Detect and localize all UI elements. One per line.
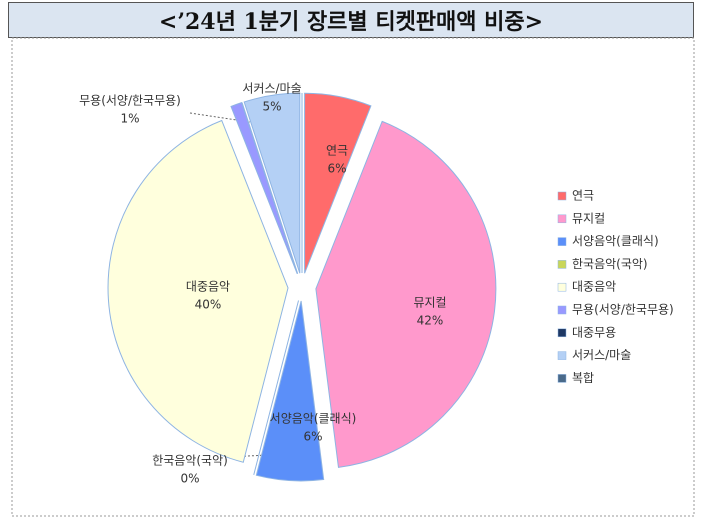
data-label: 1% — [120, 112, 139, 126]
legend-swatch — [557, 282, 567, 292]
legend-swatch — [557, 191, 567, 201]
data-label: 40% — [195, 298, 222, 312]
legend-swatch — [557, 374, 567, 383]
legend-swatch — [557, 260, 567, 269]
legend-swatch — [557, 328, 567, 338]
pie-slice — [315, 120, 497, 468]
legend-label: 연극 — [572, 189, 594, 203]
pie-slice — [107, 119, 289, 463]
legend-label: 무용(서양/한국무용) — [572, 303, 674, 317]
legend-swatch — [557, 305, 567, 315]
slice-label: 서커스/마술 — [242, 82, 301, 96]
data-label: 6% — [327, 162, 346, 176]
data-label: 42% — [417, 314, 444, 328]
slice-label: 대중음악 — [186, 280, 230, 294]
slice-label: 한국음악(국악) — [152, 454, 228, 468]
pie-slice — [304, 92, 372, 274]
chart-frame — [11, 37, 695, 517]
pie-slice — [255, 300, 325, 482]
data-label: 6% — [303, 430, 322, 444]
legend-label: 뮤지컬 — [572, 211, 605, 225]
legend-label: 대중음악 — [572, 280, 616, 294]
legend-label: 서양음악(클래식) — [572, 234, 659, 248]
pie-slice — [243, 92, 301, 274]
legend-swatch — [557, 237, 567, 246]
slice-label: 무용(서양/한국무용) — [79, 94, 181, 108]
legend-swatch — [557, 351, 567, 360]
legend-label: 대중무용 — [572, 325, 616, 339]
pie-slice — [253, 300, 300, 476]
data-label: 5% — [262, 100, 281, 114]
chart-title: <’24년 1분기 장르별 티켓판매액 비중> — [8, 2, 694, 38]
slice-label: 뮤지컬 — [413, 296, 446, 310]
legend-label: 한국음악(국악) — [572, 257, 648, 271]
slice-label: 연극 — [326, 144, 348, 158]
slice-label: 서양음악(클래식) — [270, 412, 357, 426]
legend-swatch — [557, 214, 567, 224]
legend-label: 복합 — [572, 371, 594, 385]
legend-label: 서커스/마술 — [572, 348, 631, 362]
data-label: 0% — [180, 472, 199, 486]
pie-slice — [241, 102, 299, 274]
